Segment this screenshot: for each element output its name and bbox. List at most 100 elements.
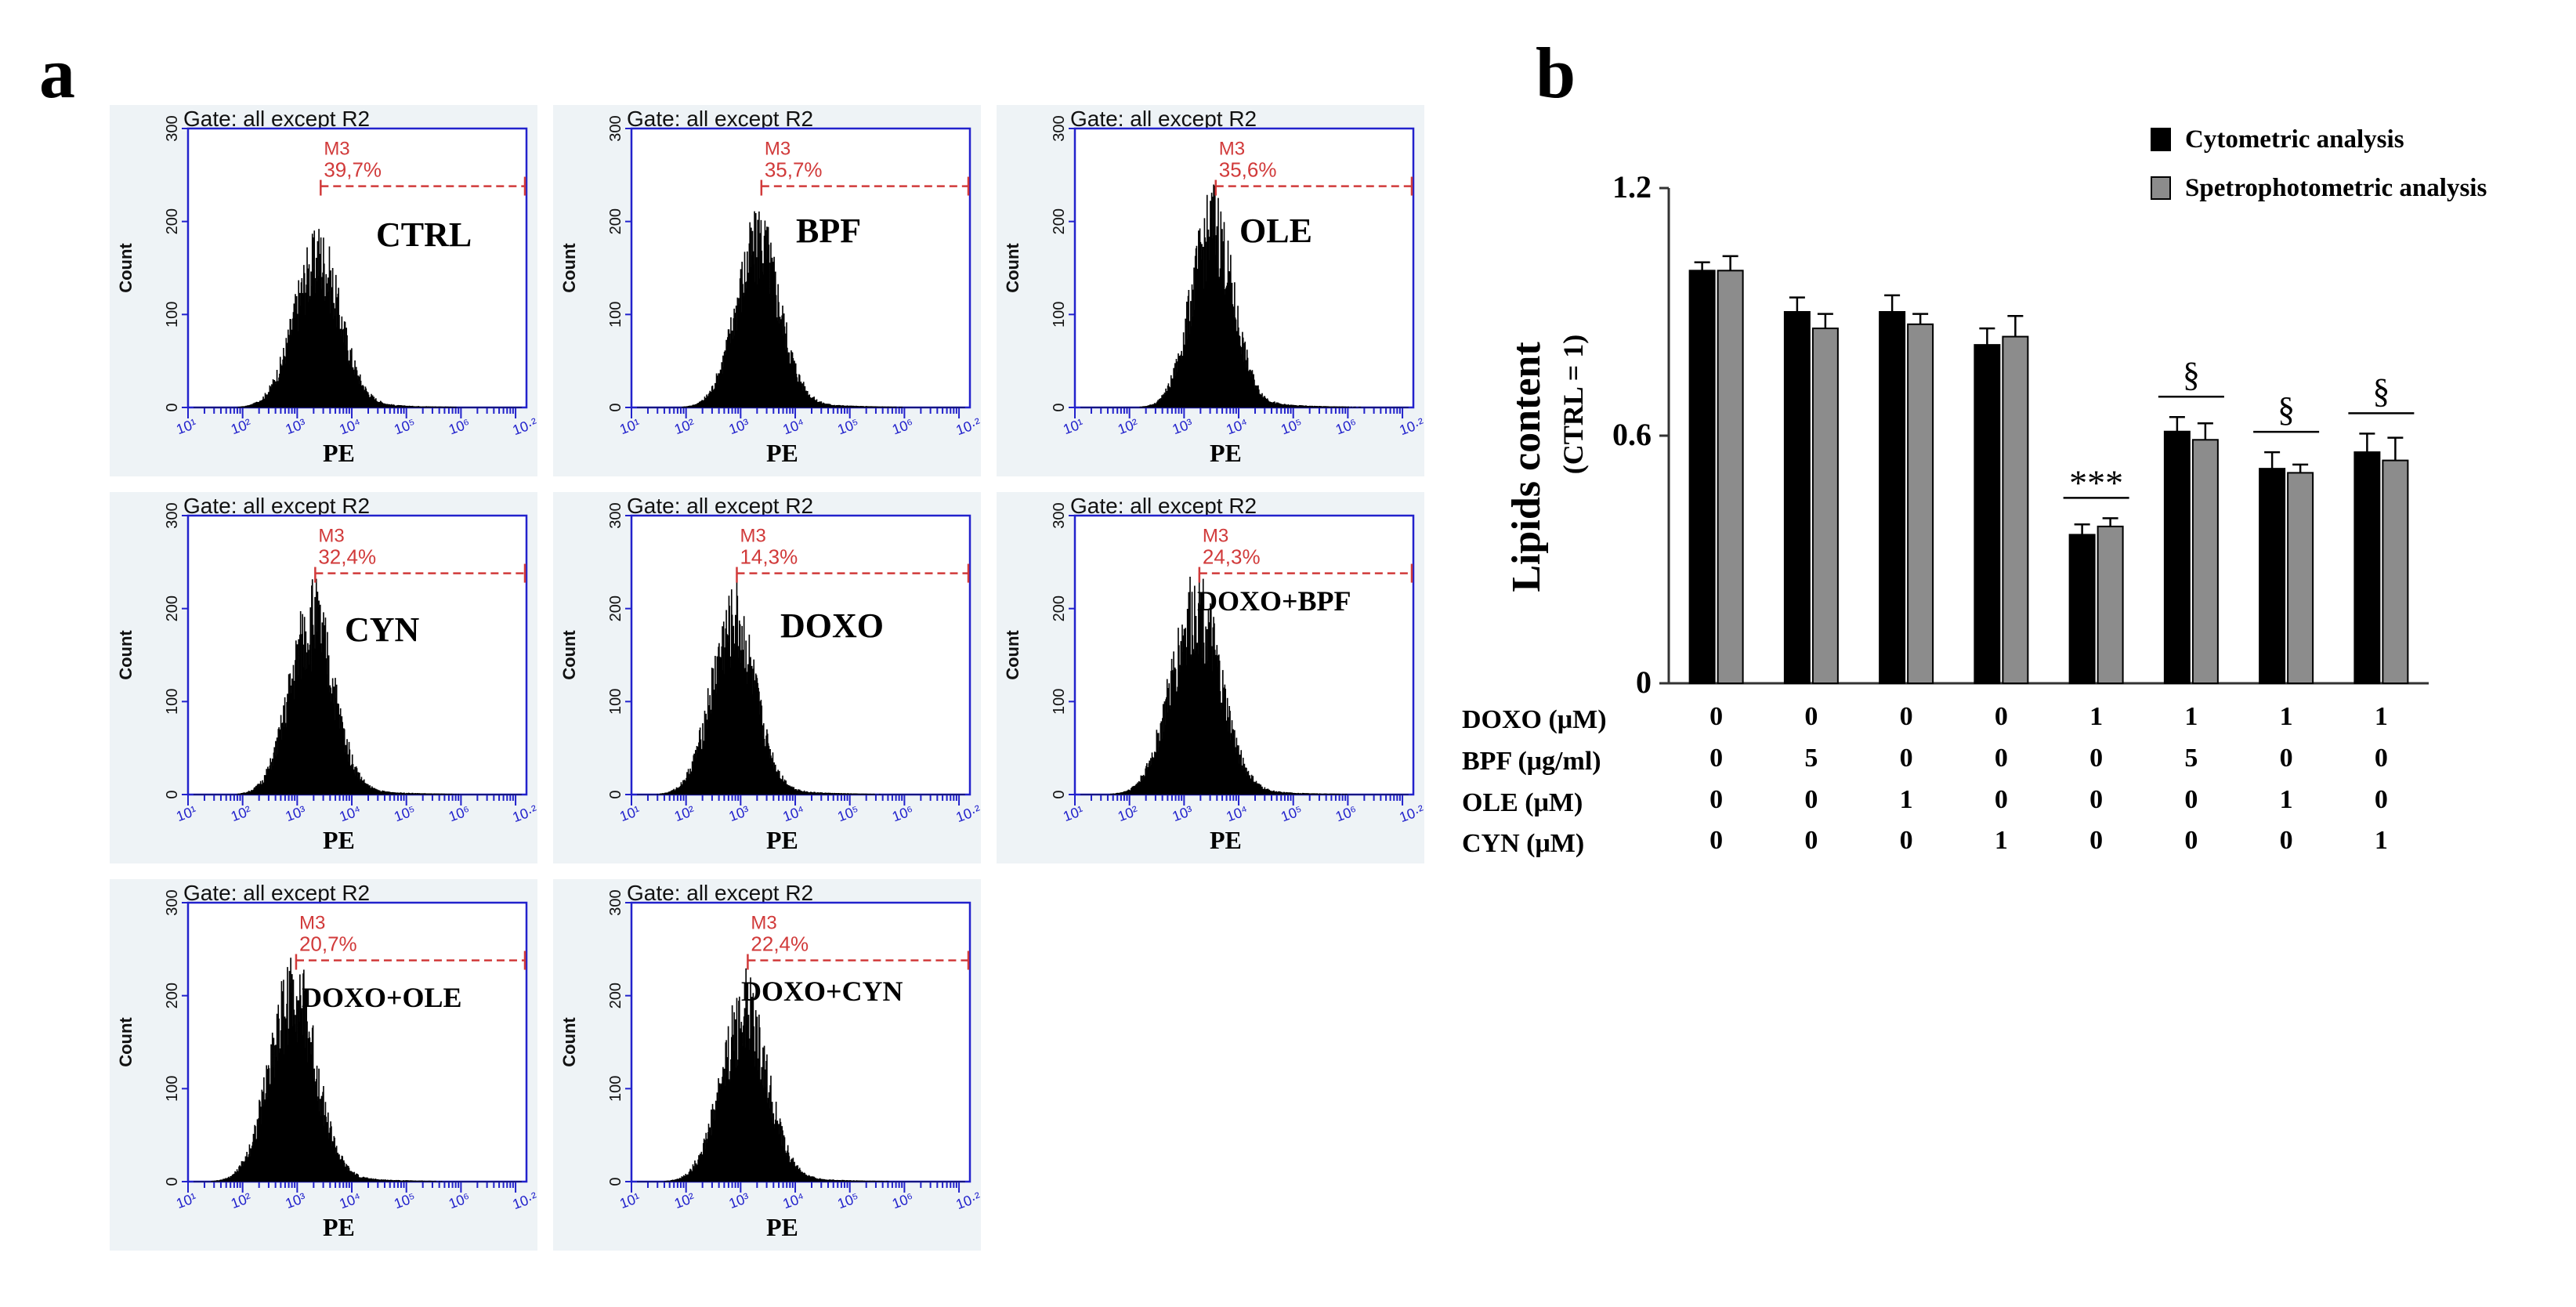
x-tick-label: 10⁵ [835,415,861,437]
m3-percent-label: 20,7% [299,932,357,956]
x-tick-label: 10⁶ [890,415,916,437]
legend-entry-spectrophotometric: Spetrophotometric analysis [2151,174,2487,203]
y-tick-label: 100 [164,689,181,715]
condition-row-label: DOXO (μM) [1462,705,1607,734]
x-axis-label: PE [766,1213,798,1241]
flow-panel-ctrl: Gate: all except R2 0 100 200 300 Count 10¹ 10²… [110,105,537,476]
x-tick-label: 10⁴ [781,802,807,824]
condition-label: DOXO+BPF [1197,585,1351,617]
condition-value: 1 [2374,702,2388,731]
y-tick-label: 200 [1051,596,1068,621]
condition-row-label: BPF (μg/ml) [1462,747,1601,776]
condition-value: 1 [2279,702,2293,731]
y-tick-label: 300 [607,115,624,141]
bar-cytometric [2163,430,2191,684]
y-tick-label: 1.2 [1612,169,1652,205]
gate-label: Gate: all except R2 [627,107,814,131]
condition-label: OLE [1239,212,1312,250]
condition-value: 0 [2279,744,2293,773]
condition-value: 5 [1804,744,1818,773]
x-tick-label: 10³ [727,1190,751,1212]
histogram-bars [1080,184,1409,408]
y-tick-label: 300 [164,115,181,141]
condition-value: 5 [2184,744,2198,773]
bar-cytometric [1783,311,1811,684]
x-tick-label: 10⁴ [781,1189,807,1211]
histogram-bars [636,211,965,408]
gate-label: Gate: all except R2 [627,494,814,518]
x-tick-label: 10¹ [617,1190,642,1212]
condition-value: 0 [2089,785,2104,814]
m3-marker-label: M3 [1203,526,1228,547]
y-tick-label: 0 [1051,403,1068,411]
x-tick-label: 10⁴ [338,1189,364,1211]
x-axis-label: PE [766,826,798,854]
condition-label: BPF [796,212,862,250]
y-tick-label: 200 [164,983,181,1008]
y-tick-label: 200 [607,983,624,1008]
m3-marker-label: M3 [765,139,791,160]
histogram-plot: 0 100 200 300 Count 10¹ 10² 10³ 10⁴ 10⁵ 10⁶ 10·² M33… [116,115,537,438]
x-axis-label: PE [323,826,355,854]
m3-marker-label: M3 [740,526,765,547]
y-tick-label: 200 [607,596,624,621]
x-tick-label: 10·² [953,802,981,825]
condition-label: CYN [345,610,420,649]
m3-percent-label: 35,6% [1219,158,1277,182]
significance-marker: *** [2069,462,2123,502]
condition-value: 0 [2184,826,2198,855]
histogram-bars [636,581,965,795]
bar-spectrophotometric [2287,472,2314,684]
histogram-bars [193,578,522,795]
x-tick-label: 10¹ [174,416,198,438]
m3-percent-label: 24,3% [1203,545,1261,569]
x-tick-label: 10² [672,416,696,438]
y-tick-label: 0 [164,790,181,798]
legend-label-cytometric: Cytometric analysis [2185,125,2404,154]
y-tick-label: 0 [607,1177,624,1186]
flow-panel-doxo-ole: Gate: all except R2 0 100 200 300 Count 10¹ 10²… [110,879,537,1251]
x-tick-label: 10⁴ [1225,415,1250,437]
y-tick-label: 100 [1051,689,1068,715]
y-tick-label: 0 [164,403,181,411]
legend-swatch-spectrophotometric [2151,176,2171,200]
y-axis-label: Count [1003,630,1022,680]
y-axis-label: Count [116,630,136,680]
flow-panel-doxo-bpf: Gate: all except R2 0 100 200 300 Count 10¹ 10²… [997,492,1424,863]
histogram-bars [1080,573,1409,795]
x-tick-label: 10¹ [1061,803,1085,825]
condition-value: 0 [2089,826,2104,855]
condition-value: 0 [1709,702,1724,731]
m3-percent-label: 14,3% [740,545,798,569]
condition-value: 0 [1804,785,1818,814]
m3-marker-label: M3 [299,913,325,934]
significance-marker: § [2372,371,2390,410]
x-tick-label: 10⁵ [835,1189,861,1211]
y-tick-label: 0 [1636,664,1652,700]
legend-label-spectrophotometric: Spetrophotometric analysis [2185,174,2487,202]
gate-label: Gate: all except R2 [1070,494,1257,518]
condition-value: 0 [2374,785,2388,814]
histogram-plot: 0 100 200 300 Count 10¹ 10² 10³ 10⁴ 10⁵ 10⁶ 10·² M33… [559,115,981,438]
bar-chart: 0 0.6 1.2 Lipids content (CTRL = 1) *** § § § [1504,169,2429,700]
bar-spectrophotometric [2002,335,2029,684]
plot-frame [630,127,971,409]
x-axis-label: PE [323,1213,355,1241]
x-tick-label: 10⁴ [338,802,364,824]
x-tick-label: 10² [229,416,253,438]
x-tick-label: 10·² [1397,802,1424,825]
y-axis-label: Count [1003,243,1022,293]
x-tick-label: 10³ [1170,803,1195,825]
panel-a-letter: a [39,33,75,113]
histogram-plot: 0 100 200 300 Count 10¹ 10² 10³ 10⁴ 10⁵ 10⁶ 10·² M33… [116,502,537,825]
flow-panel-bpf: Gate: all except R2 0 100 200 300 Count 10¹ 10²… [553,105,981,476]
y-tick-label: 300 [164,502,181,528]
x-axis-label: PE [766,439,798,467]
bar-cytometric [2068,534,2096,685]
x-tick-label: 10² [672,803,696,825]
x-tick-label: 10² [229,803,253,825]
y-tick-label: 300 [164,889,181,915]
condition-value: 0 [1994,702,2008,731]
plot-frame [186,514,528,796]
bar-spectrophotometric [2191,439,2219,684]
